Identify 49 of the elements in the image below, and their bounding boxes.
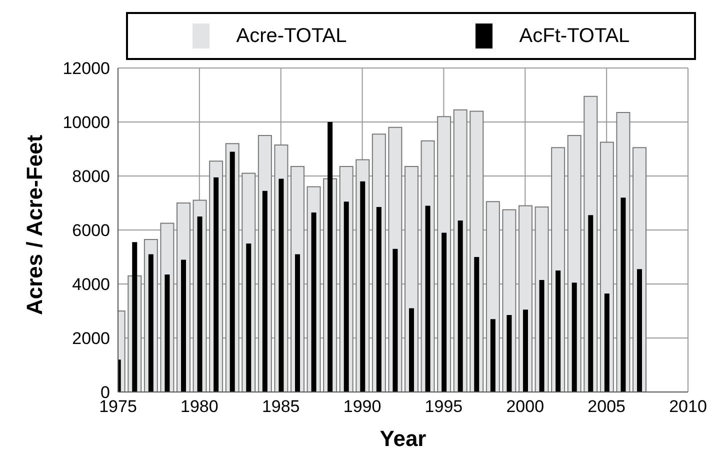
- bar: [474, 257, 480, 392]
- x-tick-label: 1975: [99, 397, 137, 416]
- x-tick-label: 1990: [343, 397, 382, 416]
- y-tick-label: 10000: [62, 113, 110, 132]
- bar: [556, 270, 561, 392]
- bar: [344, 202, 349, 392]
- bar: [425, 206, 430, 392]
- bar: [181, 260, 186, 392]
- y-tick-label: 6000: [72, 221, 110, 240]
- bar: [360, 181, 366, 392]
- legend-label: AcFt-TOTAL: [519, 24, 630, 48]
- x-tick-label: 2010: [669, 397, 707, 416]
- bar: [295, 254, 300, 392]
- y-axis-title: Acres / Acre-Feet: [22, 134, 47, 315]
- bar: [506, 315, 512, 392]
- bar: [458, 220, 463, 392]
- bar: [409, 308, 414, 392]
- bar: [246, 244, 252, 392]
- bar: [490, 319, 496, 392]
- bar: [572, 282, 577, 392]
- bar: [197, 216, 202, 392]
- bar: [539, 280, 544, 392]
- bar: [604, 293, 610, 392]
- bar: [132, 242, 138, 392]
- bar: [442, 232, 447, 392]
- bar: [164, 274, 170, 392]
- x-tick-label: 1980: [180, 397, 218, 416]
- bar: [214, 177, 219, 392]
- x-tick-label: 2005: [588, 397, 626, 416]
- x-axis-title: Year: [380, 426, 427, 451]
- bar: [588, 215, 594, 392]
- y-tick-label: 12000: [62, 59, 110, 78]
- bar: [148, 254, 154, 392]
- y-tick-label: 8000: [72, 167, 110, 186]
- bar: [637, 269, 642, 392]
- bar: [376, 207, 382, 392]
- bar: [328, 122, 333, 392]
- bar: [620, 198, 626, 392]
- bar: [278, 178, 284, 392]
- bar: [311, 212, 316, 392]
- y-tick-label: 2000: [72, 329, 110, 348]
- bar: [523, 310, 528, 392]
- x-tick-label: 2000: [506, 397, 544, 416]
- bar: [262, 190, 268, 392]
- x-tick-label: 1995: [424, 397, 463, 416]
- legend-label: Acre-TOTAL: [236, 24, 347, 48]
- y-tick-label: 4000: [72, 275, 110, 294]
- x-tick-label: 1985: [262, 397, 300, 416]
- bar: [392, 248, 398, 392]
